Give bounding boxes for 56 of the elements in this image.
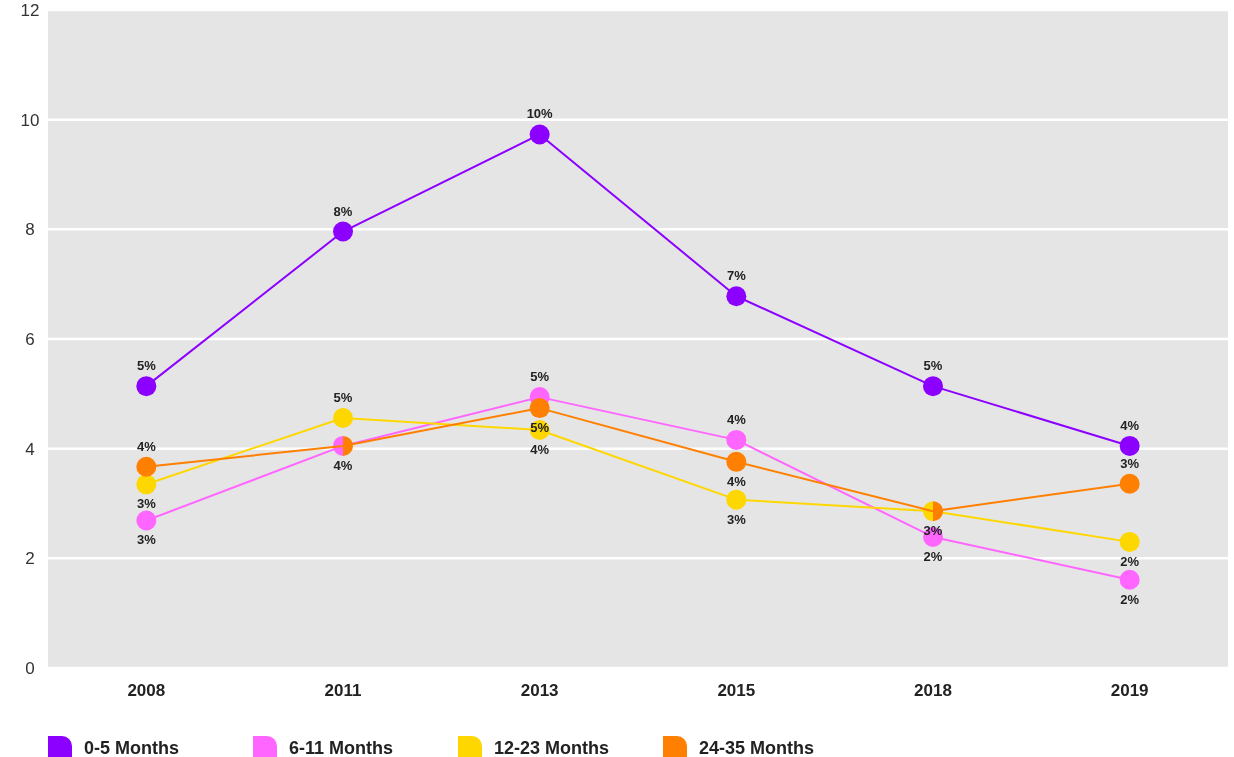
data-label: 10% bbox=[526, 106, 554, 122]
x-tick-label: 2008 bbox=[127, 681, 166, 700]
point bbox=[1119, 531, 1140, 552]
data-label: 3% bbox=[136, 532, 157, 548]
x-tick-label: 2019 bbox=[1110, 681, 1149, 700]
point bbox=[529, 398, 550, 419]
data-label: 4% bbox=[1120, 417, 1140, 433]
point bbox=[333, 407, 353, 428]
point bbox=[726, 286, 747, 307]
legend-label: 6-11 Months bbox=[289, 738, 394, 757]
x-tick-label: 2011 bbox=[324, 681, 362, 700]
point bbox=[136, 474, 157, 495]
legend-label: 24-35 Months bbox=[699, 738, 815, 757]
point bbox=[1119, 435, 1140, 456]
data-label: 2% bbox=[923, 548, 943, 564]
y-tick-label: 8 bbox=[25, 220, 35, 240]
point bbox=[726, 489, 747, 510]
data-label: 3% bbox=[136, 496, 157, 512]
legend-label: 0-5 Months bbox=[84, 738, 180, 757]
x-tick-label: 2018 bbox=[914, 681, 952, 700]
y-tick-label: 12 bbox=[20, 0, 40, 20]
data-label: 3% bbox=[1120, 455, 1140, 471]
data-label: 7% bbox=[726, 268, 747, 284]
point bbox=[333, 221, 353, 242]
data-label: 4% bbox=[136, 438, 157, 454]
y-tick-label: 0 bbox=[25, 658, 35, 678]
legend-label: 12-23 Months bbox=[494, 738, 610, 757]
point bbox=[136, 376, 157, 397]
point bbox=[1119, 473, 1140, 494]
point bbox=[726, 429, 747, 450]
data-label: 4% bbox=[726, 473, 747, 489]
y-tick-label: 4 bbox=[25, 439, 35, 459]
data-label: 4% bbox=[530, 442, 550, 458]
data-label: 3% bbox=[726, 511, 747, 527]
data-label: 8% bbox=[333, 203, 353, 219]
data-label: 2% bbox=[1120, 591, 1140, 607]
point bbox=[1119, 569, 1140, 590]
data-label: 2% bbox=[1120, 553, 1140, 569]
data-label: 5% bbox=[333, 389, 353, 405]
y-tick-label: 6 bbox=[25, 329, 35, 349]
data-label: 4% bbox=[333, 457, 353, 473]
x-tick-label: 2015 bbox=[717, 681, 756, 700]
data-label: 5% bbox=[136, 358, 157, 374]
y-tick-label: 10 bbox=[20, 110, 40, 130]
y-tick-label: 2 bbox=[25, 549, 35, 569]
x-tick-label: 2013 bbox=[520, 681, 559, 700]
point bbox=[726, 451, 747, 472]
data-label: 3% bbox=[923, 523, 943, 539]
point bbox=[529, 124, 550, 145]
point bbox=[923, 376, 943, 397]
data-label: 5% bbox=[530, 420, 550, 436]
point bbox=[136, 510, 157, 531]
point bbox=[136, 456, 157, 477]
data-label: 5% bbox=[530, 369, 550, 385]
data-label: 4% bbox=[726, 411, 747, 427]
data-label: 5% bbox=[923, 358, 943, 374]
